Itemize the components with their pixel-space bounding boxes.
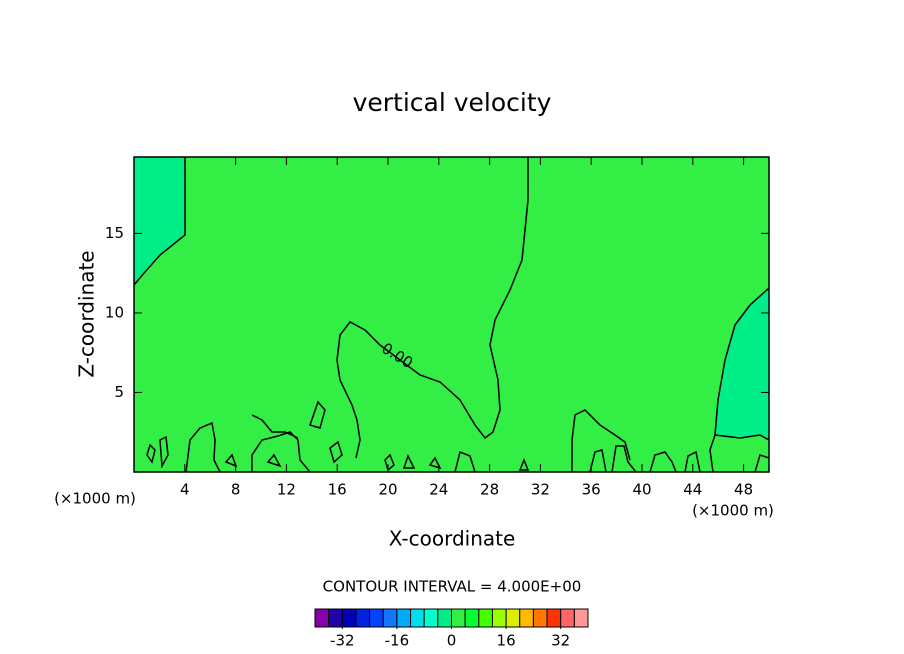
colorbar-swatch xyxy=(328,608,343,628)
y-tick-label: 10 xyxy=(105,303,124,321)
contour-line xyxy=(384,453,395,472)
contour-line xyxy=(649,451,677,473)
colorbar-swatch xyxy=(423,608,439,628)
colorbar-swatch xyxy=(437,608,453,628)
contour-line xyxy=(266,453,282,468)
contour-line xyxy=(754,454,770,473)
contour-line xyxy=(133,157,186,286)
x-tick-label: 12 xyxy=(277,481,296,499)
y-axis-label: Z-coordinate xyxy=(75,250,99,377)
colorbar-swatch xyxy=(532,608,548,628)
colorbar-tick-label: -16 xyxy=(385,632,410,650)
contour-line xyxy=(454,450,476,473)
colorbar-swatch xyxy=(505,608,521,628)
x-axis-label: X-coordinate xyxy=(389,527,516,551)
plot-area xyxy=(134,157,769,472)
colorbar-swatch xyxy=(369,608,384,628)
contour-line xyxy=(185,421,221,473)
contour-lines xyxy=(133,157,770,473)
colorbar-swatch xyxy=(573,608,589,628)
colorbar-tick-label: 32 xyxy=(551,632,570,650)
colorbar-swatch xyxy=(491,608,507,628)
x-tick-label: 24 xyxy=(429,481,448,499)
x-tick-label: 36 xyxy=(582,481,601,499)
x-tick-label: 44 xyxy=(683,481,702,499)
contour-line xyxy=(709,287,770,473)
colorbar-swatch xyxy=(410,608,425,628)
colorbar-tick-label: -32 xyxy=(330,632,355,650)
colorbar-tick-label: 0 xyxy=(447,632,457,650)
colorbar-swatch xyxy=(464,608,480,628)
colorbar-swatch xyxy=(341,608,357,628)
contour-line xyxy=(611,445,637,473)
colorbar-swatch xyxy=(382,608,398,628)
colorbar-swatch xyxy=(560,608,575,628)
colorbar-swatch xyxy=(451,608,466,628)
x-tick-label: 16 xyxy=(328,481,347,499)
contour-line xyxy=(714,434,770,441)
region-negative xyxy=(715,288,769,440)
colorbar-swatch xyxy=(478,608,493,628)
colorbar-tick-label: 16 xyxy=(497,632,516,650)
x-tick-label: 32 xyxy=(531,481,550,499)
contour-line xyxy=(159,435,169,469)
contour-line xyxy=(251,414,299,439)
contour-line xyxy=(224,453,238,468)
contour-line xyxy=(251,431,311,473)
x-tick-label: 28 xyxy=(480,481,499,499)
contour-line xyxy=(329,440,343,464)
contour-line xyxy=(684,450,701,473)
colorbar-swatch xyxy=(546,608,562,628)
colorbar-swatch xyxy=(355,608,371,628)
colorbar-swatch xyxy=(396,608,412,628)
x-tick-label: 20 xyxy=(378,481,397,499)
colorbar-swatch xyxy=(519,608,534,628)
x-tick-label: 8 xyxy=(231,481,241,499)
y-unit-label: (×1000 m) xyxy=(54,490,136,508)
plot-frame xyxy=(133,156,770,473)
x-tick-label: 4 xyxy=(180,481,190,499)
region-negative xyxy=(134,157,185,285)
colorbar-swatch xyxy=(314,608,330,628)
x-unit-label: (×1000 m) xyxy=(692,502,774,520)
y-tick-label: 5 xyxy=(114,383,124,401)
y-tick-label: 15 xyxy=(105,224,124,242)
x-tick-label: 40 xyxy=(632,481,651,499)
contour-line xyxy=(336,157,529,459)
contour-line xyxy=(518,457,530,471)
chart-title: vertical velocity xyxy=(353,88,552,117)
contour-interval: CONTOUR INTERVAL = 4.000E+00 xyxy=(323,578,582,596)
contour-line xyxy=(146,443,156,464)
contour-line xyxy=(402,454,416,469)
x-tick-label: 48 xyxy=(734,481,753,499)
contour-line xyxy=(589,449,607,473)
contour-line xyxy=(428,456,442,470)
contour-line xyxy=(309,400,326,429)
contour-line xyxy=(571,409,631,472)
region-positive xyxy=(134,157,769,472)
